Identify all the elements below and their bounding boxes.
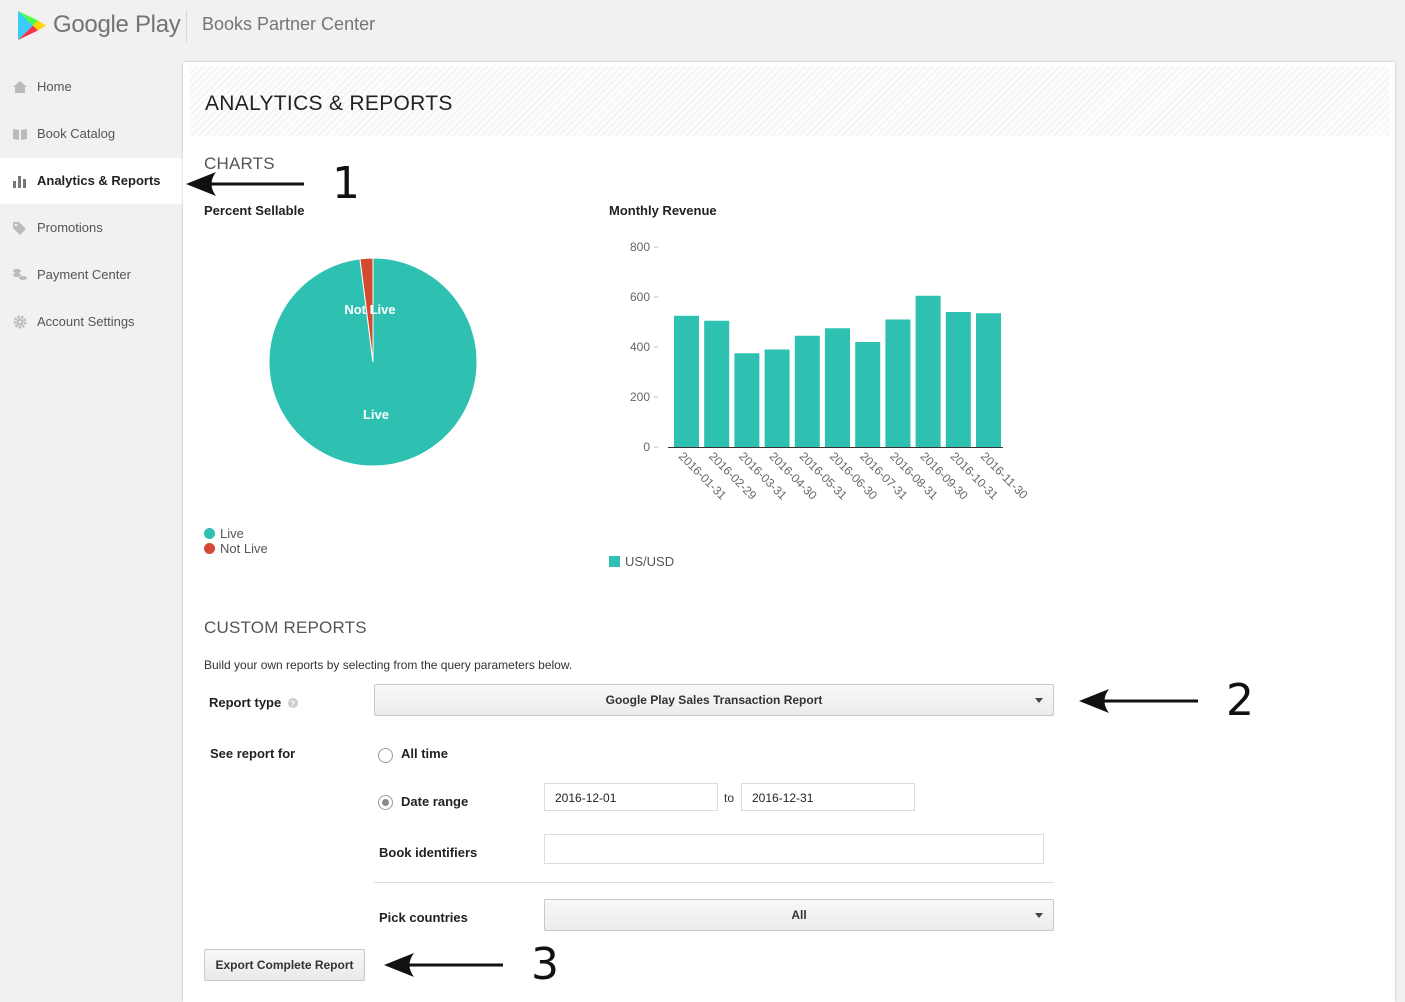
pie-chart-title: Percent Sellable — [204, 203, 305, 218]
y-tick-label: 800 — [630, 240, 650, 254]
tag-icon — [13, 222, 26, 235]
sidebar-item-book-catalog[interactable]: Book Catalog — [0, 111, 183, 157]
main-panel: ANALYTICS & REPORTS CHARTS Percent Sella… — [183, 62, 1395, 1002]
chevron-down-icon — [1035, 698, 1043, 703]
report-type-label: Report type ? — [209, 695, 298, 710]
page-title: ANALYTICS & REPORTS — [205, 92, 453, 115]
sidebar-item-home[interactable]: Home — [0, 64, 183, 110]
brand-name[interactable]: Google Play — [53, 11, 181, 38]
all-time-radio[interactable] — [378, 748, 393, 763]
bar-chart-title: Monthly Revenue — [609, 203, 717, 218]
sidebar-item-label: Promotions — [37, 220, 103, 235]
y-tick-label: 600 — [630, 290, 650, 304]
book-identifiers-input[interactable] — [544, 834, 1044, 864]
bar — [885, 319, 911, 447]
sidebar-item-label: Book Catalog — [37, 126, 116, 141]
report-type-label-text: Report type — [209, 695, 282, 710]
sidebar-item-label: Analytics & Reports — [37, 173, 161, 188]
date-to-input[interactable]: 2016-12-31 — [741, 783, 915, 811]
bar — [704, 320, 730, 447]
y-tick-label: 0 — [643, 440, 650, 454]
annotation-number-1: 1 — [332, 158, 360, 209]
legend-swatch — [204, 543, 215, 554]
bar — [674, 315, 699, 447]
help-icon[interactable]: ? — [287, 698, 298, 708]
sidebar-item-label: Payment Center — [37, 267, 131, 282]
sidebar-item-label: Home — [37, 79, 72, 94]
legend-swatch — [609, 556, 620, 567]
sidebar-item-label: Account Settings — [37, 314, 135, 329]
legend-label: Live — [220, 526, 244, 541]
pie-chart: Live Not Live — [268, 257, 478, 467]
arrow-3-icon — [384, 953, 503, 977]
divider — [374, 882, 1054, 883]
chevron-down-icon — [1035, 913, 1043, 918]
pick-countries-select[interactable]: All — [544, 899, 1054, 931]
date-range-radio[interactable] — [378, 795, 393, 810]
coins-icon — [13, 269, 27, 280]
bar — [945, 312, 971, 447]
top-bar: Google Play Books Partner Center — [0, 0, 1405, 52]
annotation-number-2: 2 — [1226, 675, 1254, 726]
legend-swatch — [204, 528, 215, 539]
bar — [734, 353, 760, 447]
product-name: Books Partner Center — [202, 14, 376, 34]
bar-legend-item: US/USD — [609, 554, 674, 569]
pick-countries-value: All — [791, 908, 807, 922]
bar-chart-icon — [13, 176, 26, 188]
pie-legend-item-not-live: Not Live — [204, 541, 268, 556]
date-range-label[interactable]: Date range — [401, 794, 469, 809]
gear-icon — [13, 315, 27, 329]
arrow-1-icon — [186, 172, 304, 196]
date-from-input[interactable]: 2016-12-01 — [544, 783, 718, 811]
bar-chart: 02004006008002016-01-312016-02-292016-03… — [630, 240, 1031, 503]
legend-label: US/USD — [625, 554, 675, 569]
svg-text:?: ? — [290, 699, 295, 708]
annotation-number-3: 3 — [531, 939, 559, 990]
pick-countries-label: Pick countries — [379, 910, 468, 925]
all-time-label[interactable]: All time — [401, 746, 448, 761]
see-report-for-label: See report for — [210, 746, 296, 761]
header-divider — [186, 10, 187, 42]
date-to-separator: to — [724, 791, 735, 805]
custom-reports-heading: CUSTOM REPORTS — [204, 618, 367, 637]
home-icon — [13, 81, 27, 93]
y-tick-label: 400 — [630, 340, 650, 354]
custom-reports-description: Build your own reports by selecting from… — [204, 658, 573, 672]
bar — [794, 335, 820, 447]
report-type-select[interactable]: Google Play Sales Transaction Report — [374, 684, 1054, 716]
bar — [825, 328, 850, 447]
pie-legend-item-live: Live — [204, 526, 244, 541]
sidebar-item-account-settings[interactable]: Account Settings — [0, 299, 183, 345]
pie-label-not-live: Not Live — [344, 302, 395, 317]
charts-heading: CHARTS — [204, 154, 275, 173]
export-complete-report-button[interactable]: Export Complete Report — [204, 949, 365, 981]
pie-slice-not-live — [359, 257, 374, 363]
google-play-logo-icon[interactable] — [17, 10, 47, 41]
bar — [915, 295, 941, 447]
book-icon — [13, 129, 27, 140]
sidebar-item-promotions[interactable]: Promotions — [0, 205, 183, 251]
page-header: ANALYTICS & REPORTS — [189, 66, 1389, 136]
book-identifiers-label: Book identifiers — [379, 845, 478, 860]
legend-label: Not Live — [220, 541, 268, 556]
bar — [976, 313, 1001, 447]
bar — [764, 349, 790, 447]
sidebar-item-analytics-reports[interactable]: Analytics & Reports — [0, 158, 183, 204]
bar — [855, 342, 881, 447]
y-tick-label: 200 — [630, 390, 650, 404]
report-type-value: Google Play Sales Transaction Report — [605, 693, 823, 707]
arrow-2-icon — [1079, 689, 1198, 713]
sidebar-item-payment-center[interactable]: Payment Center — [0, 252, 183, 298]
pie-label-live: Live — [363, 407, 389, 422]
